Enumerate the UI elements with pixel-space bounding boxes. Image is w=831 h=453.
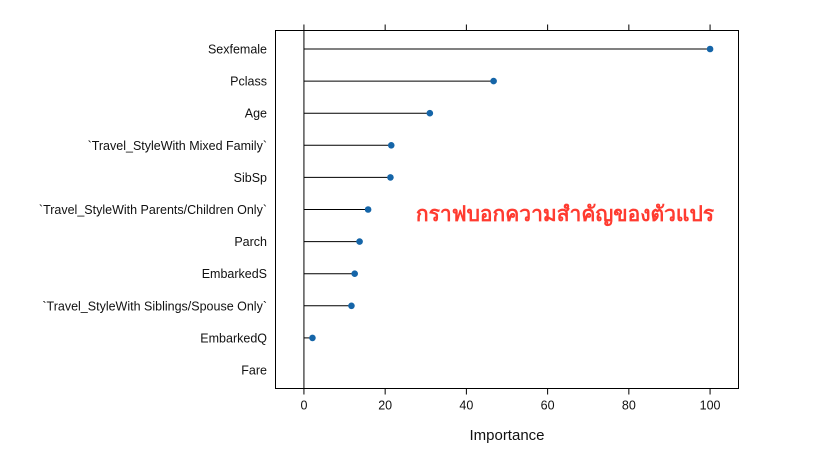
category-label: Pclass — [230, 75, 267, 89]
category-label: Parch — [234, 235, 267, 249]
category-label: `Travel_StyleWith Mixed Family` — [88, 139, 267, 153]
x-tick-label: 60 — [541, 399, 555, 413]
importance-point — [309, 335, 316, 342]
importance-point — [365, 206, 372, 213]
importance-point — [388, 142, 395, 149]
importance-point — [707, 46, 714, 53]
category-label: `Travel_StyleWith Siblings/Spouse Only` — [42, 299, 267, 313]
importance-point — [490, 78, 497, 85]
category-labels-group: Sexfemale Pclass Age `Travel_StyleWith Mixe… — [39, 43, 267, 378]
importance-point — [356, 238, 363, 245]
x-tick-label: 100 — [700, 399, 721, 413]
category-label: `Travel_StyleWith Parents/Children Only` — [39, 203, 267, 217]
category-label: Age — [245, 107, 267, 121]
category-label: Sexfemale — [208, 43, 267, 57]
x-axis-title: Importance — [469, 427, 544, 444]
x-tick-label: 80 — [622, 399, 636, 413]
category-label: EmbarkedQ — [200, 331, 267, 345]
category-label: Fare — [241, 364, 267, 378]
x-tick-label: 0 — [300, 399, 307, 413]
x-tick-label: 40 — [459, 399, 473, 413]
chart-annotation: กราฟบอกความสำคัญของตัวแปร — [416, 202, 715, 227]
category-label: EmbarkedS — [202, 267, 267, 281]
importance-point — [351, 270, 358, 277]
importance-point — [348, 303, 355, 310]
x-tick-label: 20 — [378, 399, 392, 413]
stems-group — [304, 49, 710, 338]
category-label: SibSp — [234, 171, 267, 185]
importance-point — [427, 110, 434, 117]
importance-point — [387, 174, 394, 181]
points-group — [309, 46, 713, 342]
